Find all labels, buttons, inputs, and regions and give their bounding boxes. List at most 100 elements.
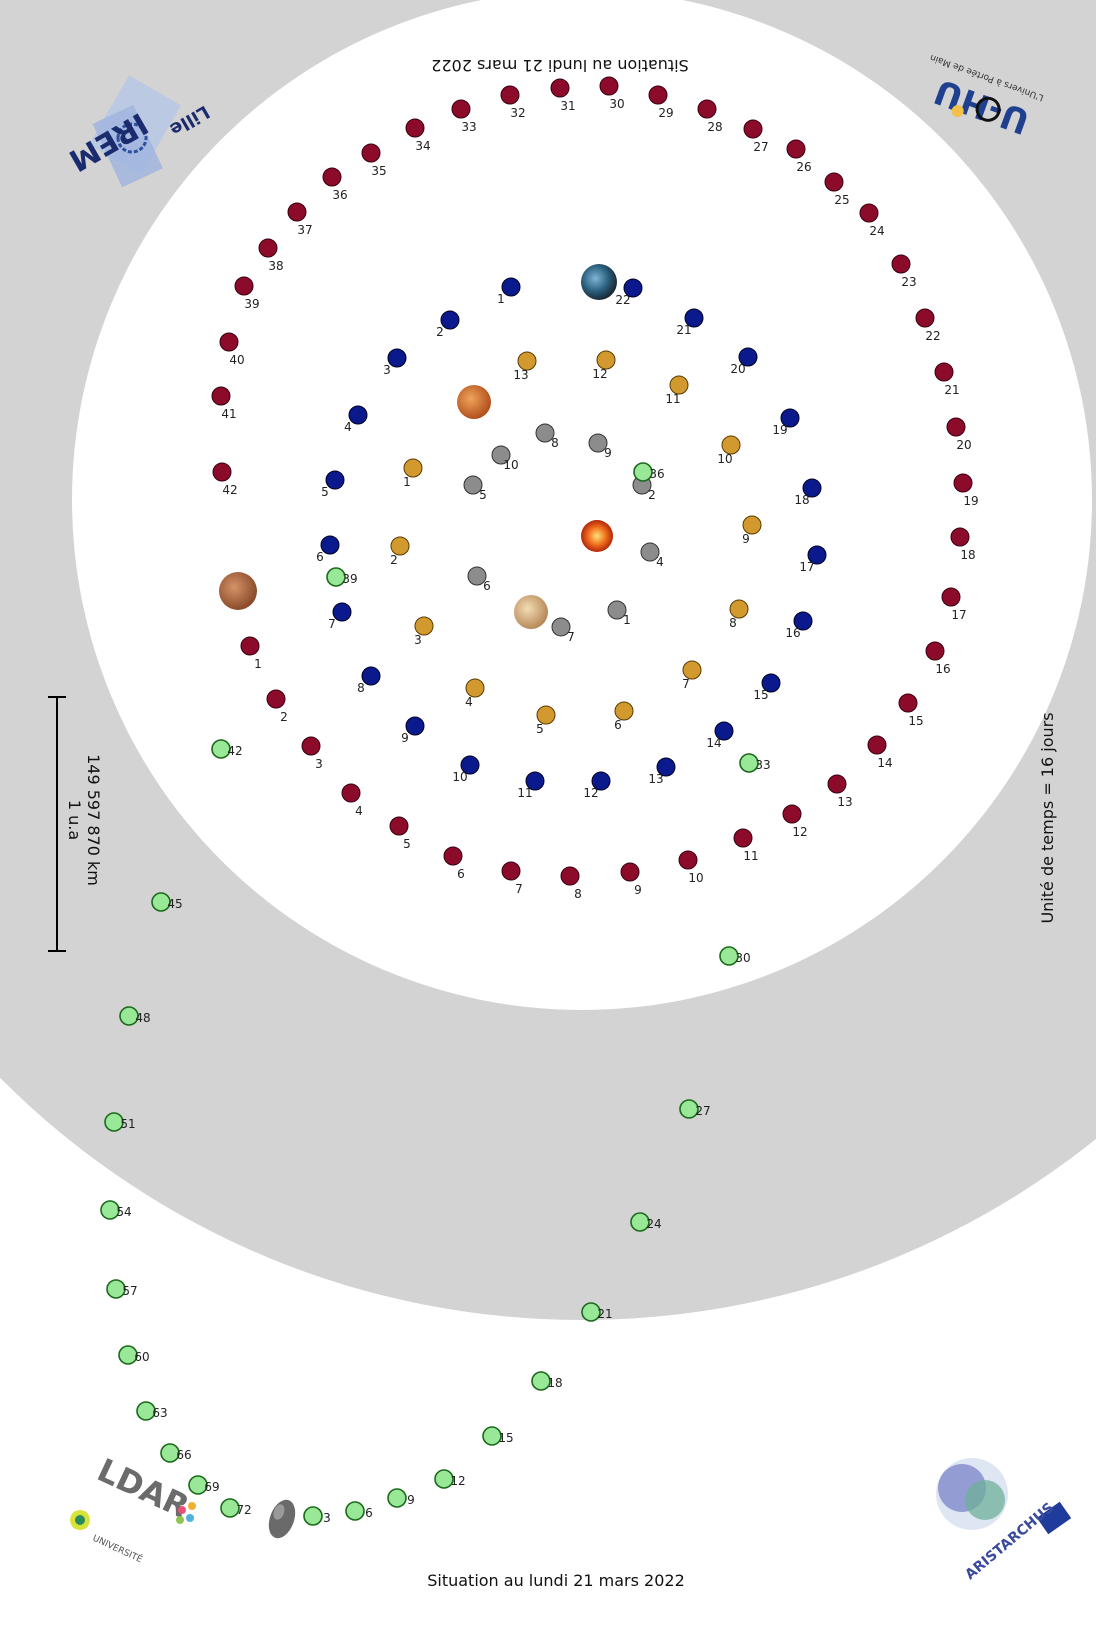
earth-position-16	[793, 611, 813, 631]
earth-label-6: 6	[316, 550, 324, 564]
comet-position-21	[581, 1302, 601, 1322]
mars-position-30	[599, 76, 619, 96]
comet-position-39	[326, 567, 346, 587]
mars-position-39	[234, 276, 254, 296]
comet-position-9	[387, 1488, 407, 1508]
earth-position-18	[802, 478, 822, 498]
comet-label-33: 33	[755, 758, 770, 772]
earth-label-20: 20	[730, 362, 745, 376]
venus-label-10: 10	[717, 452, 732, 466]
mercury-position-6	[467, 566, 487, 586]
mars-position-8	[560, 866, 580, 886]
mars-position-37	[287, 202, 307, 222]
mercury-label-2: 2	[648, 488, 656, 502]
earth-label-19: 19	[772, 423, 787, 437]
comet-label-27: 27	[695, 1104, 710, 1118]
mars-label-29: 29	[658, 106, 673, 120]
mars-label-34: 34	[415, 139, 430, 153]
mars-label-9: 9	[634, 883, 642, 897]
earth-position-22	[623, 278, 643, 298]
venus-position-9	[742, 515, 762, 535]
mercury-label-9: 9	[604, 446, 612, 460]
mars-label-18: 18	[960, 548, 975, 562]
comet-position-60	[118, 1345, 138, 1365]
mars-label-40: 40	[229, 353, 244, 367]
mars-planet	[219, 572, 257, 610]
mars-position-29	[648, 85, 668, 105]
mars-label-17: 17	[951, 608, 966, 622]
earth-label-12: 12	[583, 786, 598, 800]
comet-position-15	[482, 1426, 502, 1446]
comet-label-36: 36	[649, 467, 664, 481]
mars-label-19: 19	[963, 494, 978, 508]
mars-position-10	[678, 850, 698, 870]
mars-label-28: 28	[707, 120, 722, 134]
comet-position-27	[679, 1099, 699, 1119]
earth-position-1	[501, 277, 521, 297]
mars-position-36	[322, 167, 342, 187]
mars-position-16	[925, 641, 945, 661]
mars-label-14: 14	[877, 756, 892, 770]
mercury-label-10: 10	[503, 458, 518, 472]
comet-position-45	[151, 892, 171, 912]
mars-label-37: 37	[297, 223, 312, 237]
mars-label-35: 35	[371, 164, 386, 178]
mars-position-31	[550, 78, 570, 98]
venus-label-11: 11	[665, 392, 680, 406]
earth-label-18: 18	[794, 493, 809, 507]
comet-label-3: 3	[323, 1511, 331, 1525]
mars-position-19	[953, 473, 973, 493]
mars-label-39: 39	[244, 297, 259, 311]
earth-position-11	[525, 771, 545, 791]
mars-label-13: 13	[837, 795, 852, 809]
earth-label-4: 4	[344, 420, 352, 434]
venus-position-5	[536, 705, 556, 725]
earth-label-16: 16	[785, 626, 800, 640]
mars-position-33	[451, 99, 471, 119]
venus-planet	[514, 595, 548, 629]
comet-position-30	[719, 946, 739, 966]
scale-au-label: 1 u.a	[65, 800, 84, 840]
venus-position-8	[729, 599, 749, 619]
earth-label-21: 21	[676, 323, 691, 337]
time-unit-label: Unité de temps = 16 jours	[1038, 712, 1057, 923]
earth-position-21	[684, 308, 704, 328]
venus-label-7: 7	[682, 677, 690, 691]
earth-label-13: 13	[648, 772, 663, 786]
earth-position-15	[761, 673, 781, 693]
earth-position-13	[656, 757, 676, 777]
mars-position-1	[240, 636, 260, 656]
comet-label-54: 54	[116, 1205, 131, 1219]
earth-position-14	[714, 721, 734, 741]
mars-label-31: 31	[560, 99, 575, 113]
comet-position-72	[220, 1498, 240, 1518]
mars-position-15	[898, 693, 918, 713]
mars-position-27	[743, 119, 763, 139]
mars-position-38	[258, 238, 278, 258]
comet-position-57	[106, 1279, 126, 1299]
comet-position-51	[104, 1112, 124, 1132]
mars-position-11	[733, 828, 753, 848]
earth-position-6	[320, 535, 340, 555]
sun	[581, 520, 613, 552]
mars-label-23: 23	[901, 275, 916, 289]
mars-label-41: 41	[221, 407, 236, 421]
mars-position-34	[405, 118, 425, 138]
mars-label-3: 3	[315, 757, 323, 771]
venus-label-9: 9	[742, 532, 750, 546]
mars-label-7: 7	[515, 882, 523, 896]
mars-position-20	[946, 417, 966, 437]
mars-position-18	[950, 527, 970, 547]
comet-position-69	[188, 1475, 208, 1495]
mercury-position-1	[607, 600, 627, 620]
mars-label-11: 11	[743, 849, 758, 863]
venus-position-11	[669, 375, 689, 395]
mars-position-35	[361, 143, 381, 163]
earth-position-5	[325, 470, 345, 490]
mars-label-8: 8	[574, 887, 582, 901]
mars-position-9	[620, 862, 640, 882]
comet-label-42: 42	[227, 744, 242, 758]
mars-position-22	[915, 308, 935, 328]
mars-position-42	[212, 462, 232, 482]
